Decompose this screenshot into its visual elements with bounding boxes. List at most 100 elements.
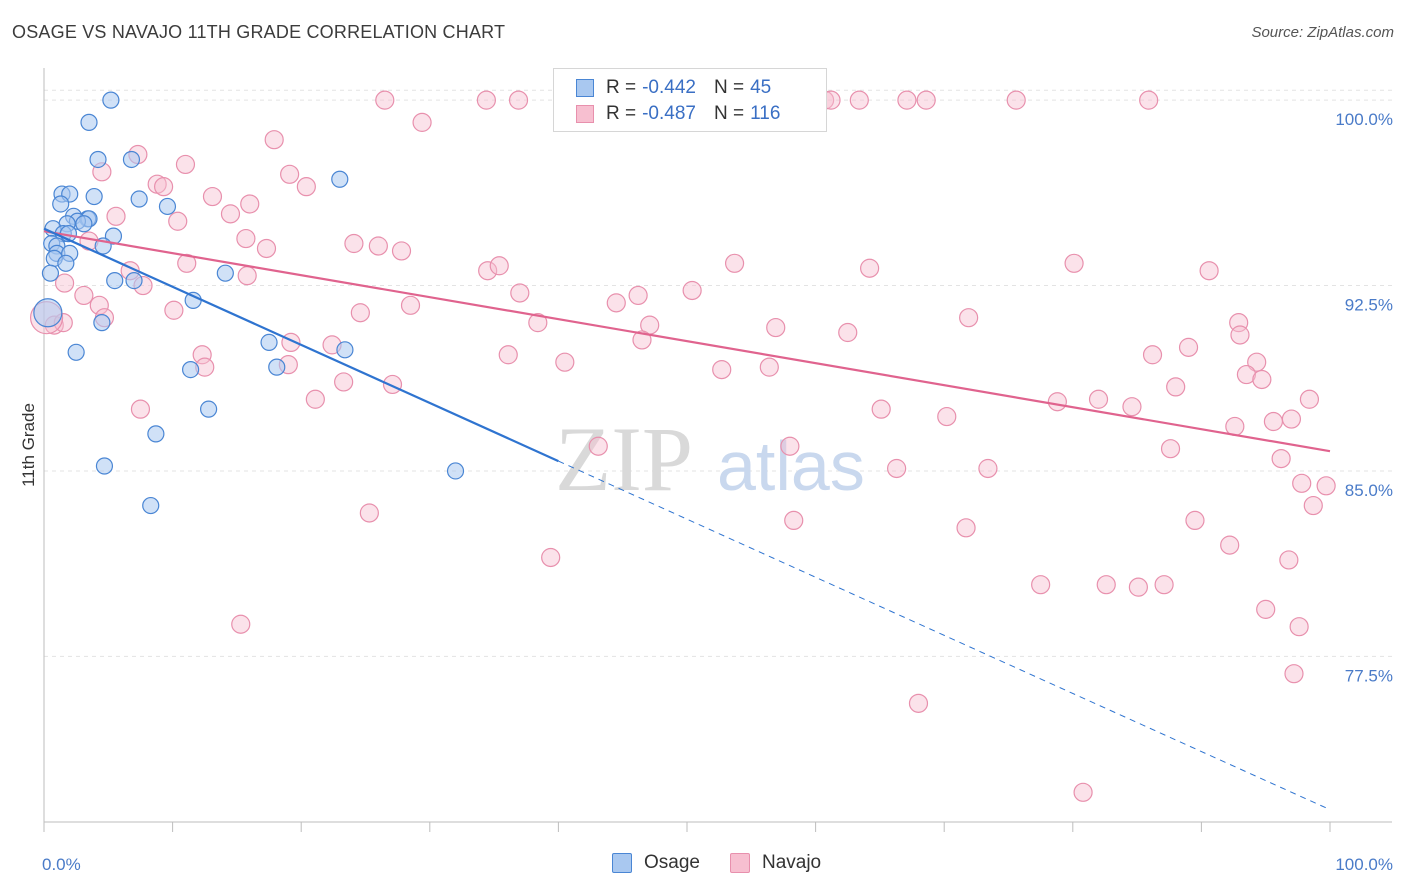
- navajo-point: [1252, 369, 1272, 390]
- legend-r-label: R =: [606, 103, 637, 124]
- osage-point: [67, 343, 85, 361]
- source-label: Source: ZipAtlas.com: [1251, 24, 1394, 41]
- series-legend: Osage Navajo: [612, 852, 851, 874]
- navajo-point: [1139, 90, 1159, 110]
- osage-point: [80, 113, 98, 131]
- navajo-point: [368, 236, 388, 256]
- osage-trend-line: [43, 227, 559, 463]
- navajo-point: [956, 518, 976, 538]
- navajo-point: [1299, 389, 1320, 409]
- navajo-point: [498, 345, 518, 365]
- navajo-point: [305, 389, 325, 409]
- osage-point: [200, 400, 218, 418]
- navajo-trend-line: [43, 230, 1331, 453]
- navajo-point: [712, 360, 732, 380]
- navajo-point: [1185, 510, 1205, 531]
- navajo-point: [1064, 253, 1084, 273]
- legend-row-navajo: R = -0.487 N = 116: [576, 102, 798, 126]
- navajo-point: [780, 436, 800, 456]
- legend-n-value: 45: [750, 77, 772, 98]
- chart-title: OSAGE VS NAVAJO 11TH GRADE CORRELATION C…: [12, 22, 506, 42]
- y-tick-label: 92.5%: [1345, 296, 1393, 315]
- osage-point: [41, 264, 60, 282]
- navajo-point: [1256, 599, 1276, 619]
- navajo-point: [280, 164, 300, 184]
- navajo-point: [1292, 473, 1312, 493]
- legend-item-navajo[interactable]: Navajo: [729, 852, 822, 874]
- watermark-zip: ZIP: [555, 408, 693, 510]
- navajo-point: [1289, 617, 1309, 637]
- navajo-point: [168, 211, 188, 231]
- osage-point: [95, 457, 114, 475]
- navajo-point: [632, 330, 652, 350]
- navajo-point: [887, 458, 907, 479]
- legend-n-label: N =: [713, 77, 745, 98]
- osage-point: [336, 341, 354, 359]
- navajo-point: [74, 285, 94, 306]
- navajo-point: [541, 547, 561, 568]
- navajo-point: [897, 90, 917, 110]
- x-tick-label-min: 0.0%: [42, 855, 81, 874]
- navajo-point: [978, 458, 998, 479]
- navajo-point: [1281, 409, 1302, 429]
- navajo-point: [916, 90, 936, 110]
- watermark-atlas: atlas: [717, 427, 865, 505]
- osage-point: [102, 91, 120, 109]
- osage-point: [106, 272, 124, 290]
- navajo-point: [628, 285, 648, 306]
- navajo-legend-swatch: [729, 853, 750, 873]
- y-tick-label: 77.5%: [1345, 666, 1393, 685]
- osage-point: [93, 314, 111, 332]
- osage-point: [85, 187, 103, 206]
- navajo-point: [202, 186, 223, 207]
- navajo-swatch: [576, 105, 594, 123]
- osage-point: [331, 170, 349, 188]
- navajo-point: [1031, 575, 1051, 595]
- navajo-point: [510, 283, 530, 303]
- navajo-point: [1247, 352, 1267, 372]
- navajo-point: [54, 273, 75, 293]
- osage-point: [57, 254, 75, 272]
- navajo-legend-label: Navajo: [761, 852, 822, 873]
- osage-point: [125, 272, 143, 290]
- osage-point: [260, 333, 278, 352]
- osage-point: [33, 298, 63, 328]
- navajo-point: [908, 693, 929, 713]
- navajo-point: [1122, 397, 1142, 417]
- navajo-point: [849, 90, 869, 110]
- osage-point: [89, 150, 107, 169]
- navajo-point: [1128, 577, 1148, 597]
- legend-item-osage[interactable]: Osage: [612, 852, 700, 874]
- navajo-point: [391, 241, 412, 261]
- navajo-point: [177, 253, 197, 273]
- navajo-point: [130, 399, 151, 419]
- osage-swatch: [576, 79, 594, 97]
- osage-trend-extension: [558, 460, 1331, 811]
- x-tick-label-max: 100.0%: [1335, 855, 1393, 874]
- navajo-point: [478, 261, 498, 281]
- navajo-point: [89, 295, 109, 315]
- osage-point: [130, 190, 148, 208]
- navajo-point: [1279, 550, 1299, 570]
- legend-n-value: 116: [750, 103, 781, 124]
- legend-r-value: -0.442: [642, 77, 696, 98]
- navajo-point: [1160, 439, 1181, 459]
- navajo-point: [175, 154, 196, 175]
- navajo-point: [1199, 261, 1219, 281]
- navajo-point: [400, 295, 421, 315]
- navajo-point: [1220, 535, 1240, 555]
- navajo-point: [192, 345, 212, 365]
- navajo-point: [164, 300, 184, 320]
- navajo-point: [1096, 575, 1116, 595]
- navajo-point: [240, 194, 260, 214]
- navajo-point: [296, 177, 316, 197]
- navajo-point: [106, 206, 126, 226]
- legend-row-osage: R = -0.442 N = 45: [576, 76, 789, 100]
- navajo-point: [1236, 364, 1257, 385]
- stats-legend: R = -0.442 N = 45 R = -0.487 N = 116: [553, 68, 827, 132]
- osage-point: [75, 215, 93, 233]
- legend-r-value: -0.487: [642, 103, 696, 124]
- navajo-point: [1166, 377, 1186, 397]
- navajo-point: [334, 372, 354, 392]
- y-tick-label: 100.0%: [1335, 110, 1393, 129]
